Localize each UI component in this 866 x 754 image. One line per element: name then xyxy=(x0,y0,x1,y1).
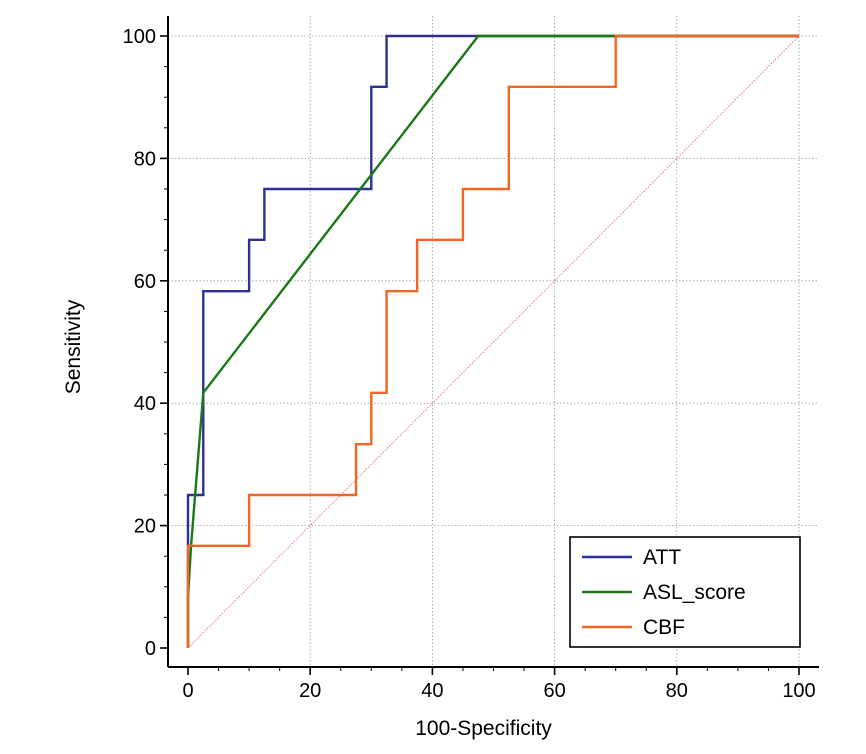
axes xyxy=(160,16,819,675)
legend-label-asl-score: ASL_score xyxy=(643,581,746,604)
x-tick-label-40: 40 xyxy=(421,680,443,702)
y-tick-label-60: 60 xyxy=(134,271,156,293)
legend-label-cbf: CBF xyxy=(643,616,685,639)
tick-labels: 0 20 40 60 80 100 0 20 40 60 80 100 xyxy=(123,26,816,702)
y-tick-label-20: 20 xyxy=(134,516,156,538)
series-lines xyxy=(186,34,799,648)
x-tick-label-20: 20 xyxy=(299,680,321,702)
y-tick-label-80: 80 xyxy=(134,148,156,170)
x-tick-label-80: 80 xyxy=(666,680,688,702)
series-line-att xyxy=(186,34,799,648)
x-tick-label-0: 0 xyxy=(182,680,193,702)
y-axis-title: Sensitivity xyxy=(62,299,85,394)
series-line-cbf xyxy=(186,34,799,648)
x-tick-label-60: 60 xyxy=(543,680,565,702)
y-tick-label-40: 40 xyxy=(134,393,156,415)
x-axis-title: 100-Specificity xyxy=(415,717,552,740)
y-tick-label-100: 100 xyxy=(123,26,156,48)
legend: ATT ASL_score CBF xyxy=(569,536,801,648)
x-tick-label-100: 100 xyxy=(782,680,815,702)
legend-label-att: ATT xyxy=(643,546,681,569)
reference-diagonal xyxy=(187,35,800,649)
y-tick-label-0: 0 xyxy=(145,638,156,660)
